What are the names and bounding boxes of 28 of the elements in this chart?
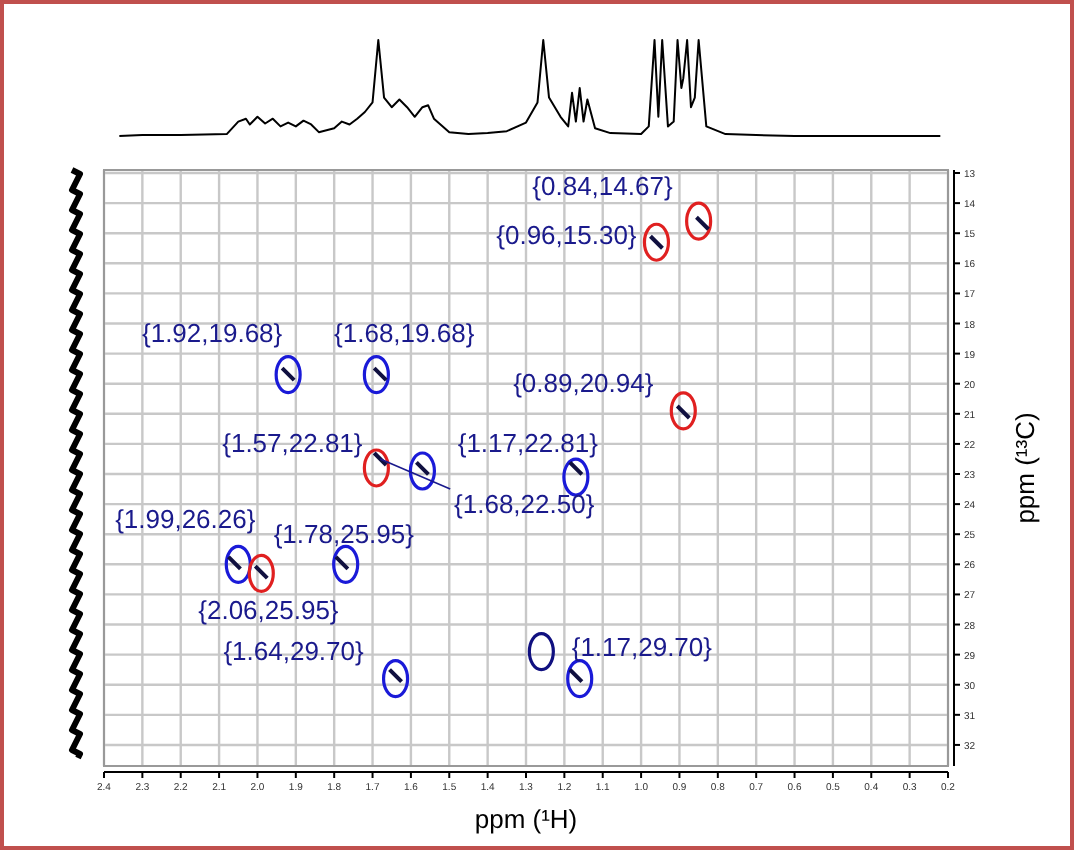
annotation: {2.06,25.95} [198,594,340,625]
annotation: {1.68,19.68} [334,318,476,349]
annotation: {1.99,26.26} [115,504,257,535]
point [381,659,410,699]
point [408,451,437,491]
point [224,544,252,584]
annotation: {0.96,15.30} [496,220,638,251]
point [642,222,671,262]
annotation: {1.57,22.81} [222,428,364,459]
point [669,391,697,431]
point [685,201,713,241]
annotation: {1.17,22.81} [457,428,600,459]
point [566,659,594,699]
point [527,632,555,672]
annotation: {1.92,19.68} [142,318,284,349]
point [362,448,390,488]
x-axis-title: ppm (¹H) [474,804,578,834]
annotation: {1.68,22.50} [454,488,596,519]
y-axis-title: ppm (¹³C) [1010,412,1040,524]
point [362,355,390,395]
point [562,457,590,497]
annotation: {0.84,14.67} [532,171,674,202]
point [274,355,302,395]
point [247,553,275,593]
annotation: {1.64,29.70} [223,635,365,666]
annotation: {1.17,29.70} [571,631,714,662]
annotation: {0.89,20.94} [513,368,655,399]
annotation: {1.78,25.95} [273,518,416,549]
